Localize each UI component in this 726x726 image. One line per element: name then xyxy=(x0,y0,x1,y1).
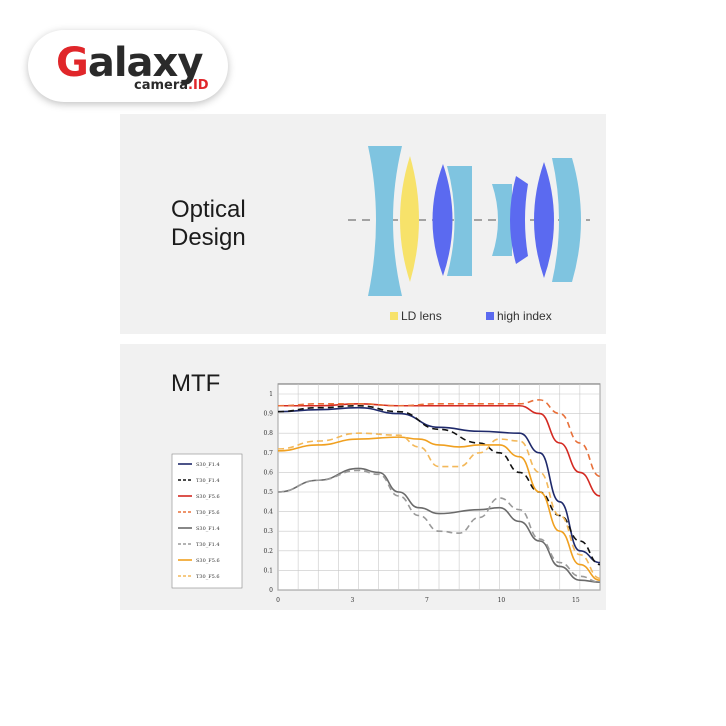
x-tick-label: 10 xyxy=(498,597,506,604)
lens-element-1 xyxy=(368,146,402,296)
y-tick-label: 0 xyxy=(269,587,273,594)
lens-diagram: LD lens high index xyxy=(348,146,590,323)
title-line-1: Optical xyxy=(171,196,246,223)
series-line-6 xyxy=(277,469,601,583)
lens-element-4 xyxy=(492,184,512,256)
y-tick-label: 0.8 xyxy=(263,430,273,437)
legend-label-high-index: high index xyxy=(497,309,552,323)
x-tick-label: 7 xyxy=(425,597,429,604)
optical-design-panel: Optical Design LD lens high index xyxy=(120,114,606,334)
mtf-title: MTF xyxy=(171,370,221,397)
legend-entry-2: T30_F1.4 xyxy=(196,478,220,484)
series-line-4 xyxy=(277,399,601,478)
logo-rest: alaxy xyxy=(87,40,204,86)
legend-entry-5: S30_F1.4 xyxy=(196,526,220,532)
x-tick-label: 3 xyxy=(351,597,355,604)
x-tick-label: 0 xyxy=(276,597,280,604)
mtf-ticks: 00.10.20.30.40.50.60.70.80.910 3 7 10 15 xyxy=(263,391,579,604)
ld-lens-element xyxy=(400,156,419,282)
series-line-2 xyxy=(277,404,601,566)
legend-entry-1: S30_F1.4 xyxy=(196,462,220,468)
logo-initial: G xyxy=(56,40,89,86)
high-index-lens-element-1 xyxy=(432,164,453,276)
logo-sub-suffix: .ID xyxy=(188,78,209,93)
y-tick-label: 0.7 xyxy=(263,450,273,457)
brand-logo: Galaxy camera.ID xyxy=(28,30,228,102)
optical-design-title: Optical Design xyxy=(171,196,246,252)
x-tick-label: 15 xyxy=(572,597,580,604)
series-line-3 xyxy=(278,402,601,497)
legend-box xyxy=(171,453,243,589)
lens-element-6 xyxy=(552,158,581,282)
y-tick-label: 0.1 xyxy=(263,567,273,574)
legend-label-ld: LD lens xyxy=(401,309,442,323)
legend-entry-8: T30_F5.6 xyxy=(196,574,220,580)
series-line-1 xyxy=(277,406,601,564)
title-line-2: Design xyxy=(171,224,246,251)
legend-entry-4: T30_F5.6 xyxy=(196,510,220,516)
legend-swatch-ld xyxy=(390,312,398,320)
y-tick-label: 1 xyxy=(269,391,273,398)
series-line-7 xyxy=(277,436,601,581)
high-index-lens-element-3 xyxy=(534,162,554,278)
legend-swatch-high-index xyxy=(486,312,494,320)
legend-entry-6: T30_F1.4 xyxy=(196,542,220,548)
mtf-series xyxy=(277,399,601,583)
series-line-5 xyxy=(277,467,601,583)
mtf-chart: S30_F1.4 T30_F1.4 S30_F5.6 T30_F5.6 S30_F1.4… xyxy=(171,383,601,604)
high-index-lens-element-2 xyxy=(510,176,528,264)
y-tick-label: 0.2 xyxy=(263,548,273,555)
y-tick-label: 0.5 xyxy=(263,489,273,496)
logo-subtitle: camera.ID xyxy=(134,78,209,93)
mtf-panel: MTF S30_F1.4 T30_F1.4 S30_F5.6 T30_F5.6 S30_… xyxy=(120,344,606,610)
legend-entry-3: S30_F5.6 xyxy=(196,494,220,500)
y-tick-label: 0.4 xyxy=(263,509,273,516)
y-tick-label: 0.3 xyxy=(263,528,273,535)
legend-entry-7: S30_F5.6 xyxy=(196,558,220,564)
lens-element-3b xyxy=(447,166,472,276)
logo-sub-prefix: camera xyxy=(134,78,189,93)
y-tick-label: 0.9 xyxy=(263,411,273,418)
series-line-8 xyxy=(277,432,601,580)
y-tick-label: 0.6 xyxy=(263,469,273,476)
logo-wordmark: Galaxy xyxy=(56,40,204,86)
mtf-legend: S30_F1.4 T30_F1.4 S30_F5.6 T30_F5.6 S30_F1.4… xyxy=(171,453,243,589)
